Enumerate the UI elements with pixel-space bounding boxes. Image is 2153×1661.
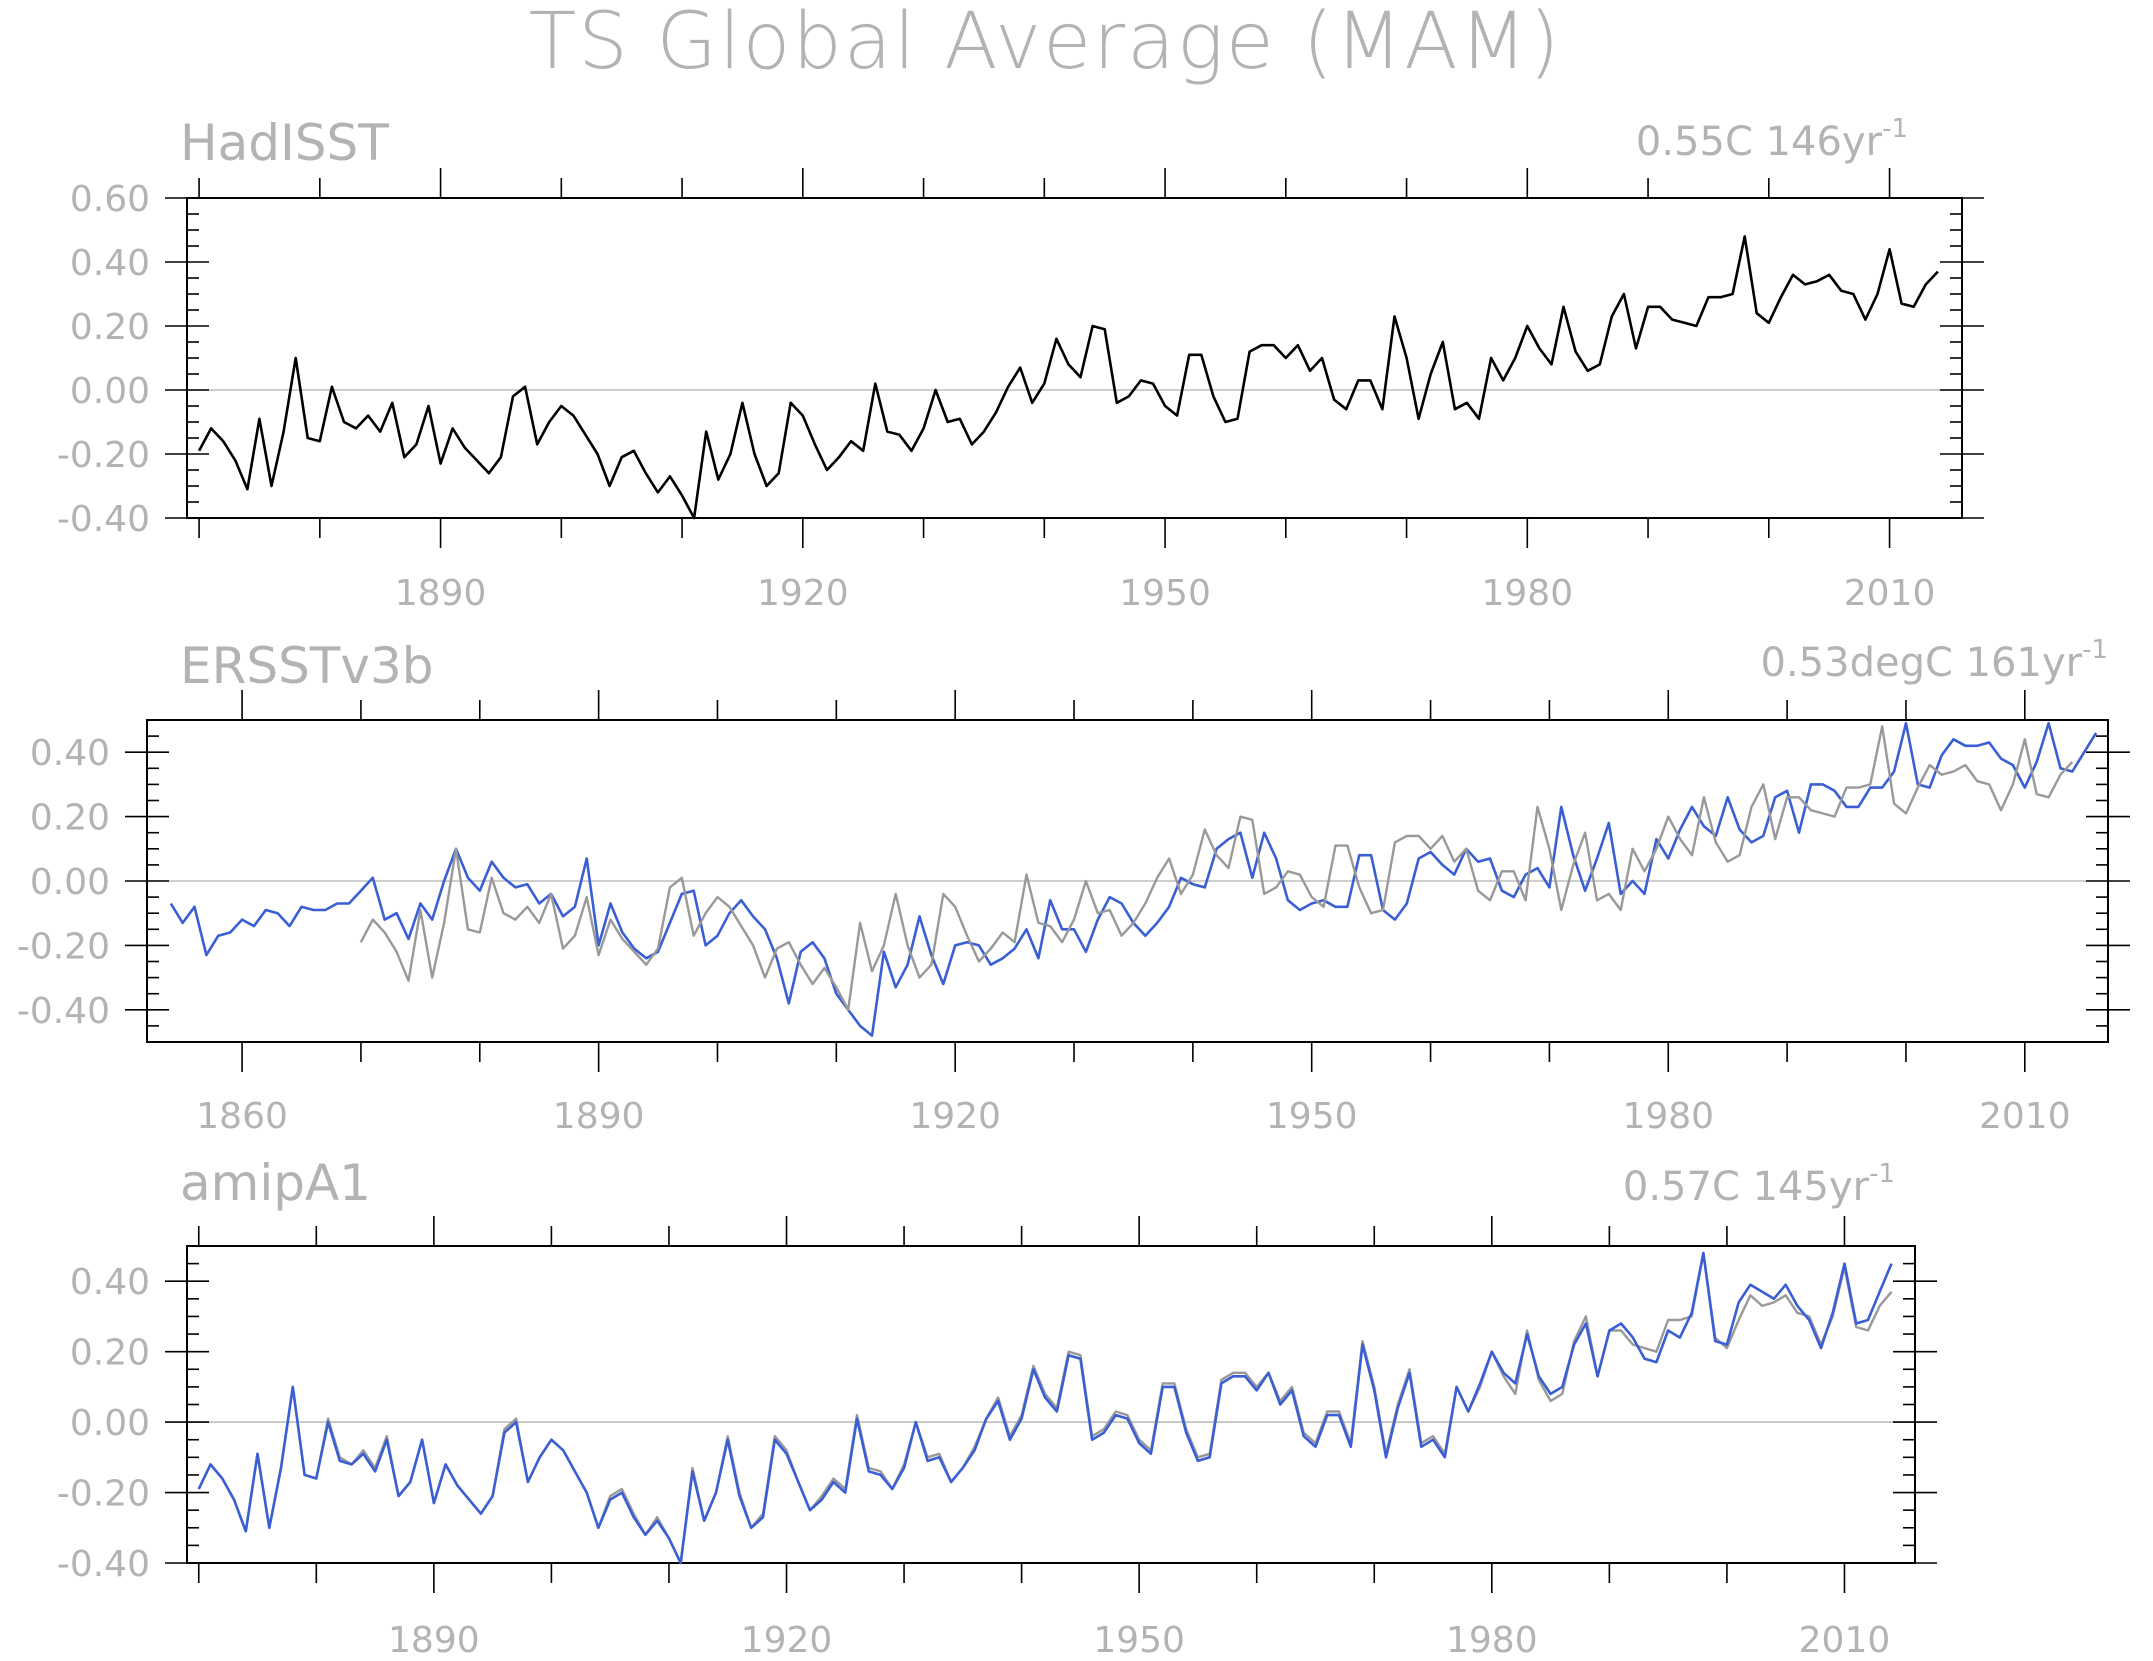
axis-ticks [165,1216,1937,1593]
y-tick-label: -0.40 [57,499,150,540]
x-tick-label: 2010 [1979,1096,2071,1137]
y-tick-label: 0.00 [70,1403,150,1444]
y-tick-label: -0.20 [17,926,110,967]
x-tick-label: 1950 [1093,1620,1185,1661]
y-tick-label: 0.60 [70,179,150,220]
x-tick-label: 1980 [1622,1096,1714,1137]
x-tick-label: 1860 [196,1096,288,1137]
panel-hadisst: HadISST 0.55C 146yr-1 0.60 0.40 0.20 0.00 -0… [57,114,1984,614]
panel-ersst: ERSSTv3b 0.53degC 161yr-1 0.40 0.20 0.00 -0… [17,635,2130,1137]
trend-annotation: 0.53degC 161yr-1 [1761,635,2109,686]
series-line-model [197,1251,1893,1565]
x-tick-label: 1920 [909,1096,1001,1137]
panel-title: HadISST [180,114,389,172]
x-tick-label: 1920 [741,1620,833,1661]
y-tick-label: 0.40 [70,1262,150,1303]
x-tick-label: 1890 [553,1096,645,1137]
y-tick-label: 0.40 [70,243,150,284]
axis-ticks [125,690,2130,1072]
y-tick-label: 0.20 [70,1333,150,1374]
y-tick-label: 0.00 [30,862,110,903]
figure-title: TS Global Average (MAM) [529,0,1562,87]
x-tick-label: 1890 [388,1620,480,1661]
trend-annotation: 0.55C 146yr-1 [1636,114,1908,165]
panel-title: amipA1 [180,1154,371,1212]
series-line-obs [197,235,1939,520]
panel-amip: amipA1 0.57C 145yr-1 0.40 0.20 0.00 -0.20 -0… [57,1154,1937,1661]
x-tick-label: 1890 [395,573,487,614]
x-tick-label: 1980 [1481,573,1573,614]
series-line-reference [359,725,2074,1011]
x-tick-label: 1950 [1119,573,1211,614]
y-tick-label: -0.40 [17,991,110,1032]
x-tick-label: 2010 [1844,573,1936,614]
trend-annotation: 0.57C 145yr-1 [1623,1159,1895,1210]
x-tick-label: 1920 [757,573,849,614]
series-line-reference [197,1251,1893,1565]
y-tick-label: -0.40 [57,1544,150,1585]
y-tick-label: 0.40 [30,733,110,774]
axis-ticks [165,168,1984,548]
y-tick-label: 0.20 [70,307,150,348]
y-tick-label: 0.00 [70,371,150,412]
y-tick-label: 0.20 [30,798,110,839]
y-tick-label: -0.20 [57,1474,150,1515]
y-tick-label: -0.20 [57,435,150,476]
panel-title: ERSSTv3b [180,637,434,695]
x-tick-label: 1950 [1266,1096,1358,1137]
x-tick-label: 1980 [1446,1620,1538,1661]
plot-frame [186,197,1963,519]
x-tick-label: 2010 [1799,1620,1891,1661]
